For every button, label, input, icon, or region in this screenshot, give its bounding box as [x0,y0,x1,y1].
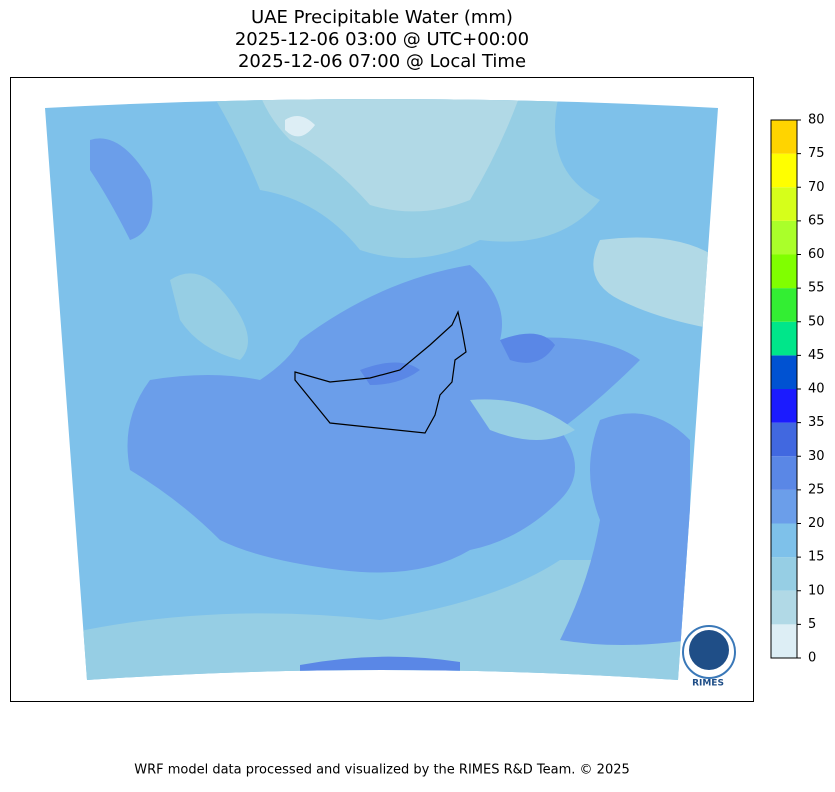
colorbar-band [771,557,797,591]
colorbar: 0 5 10 15 20 25 30 35 40 45 50 55 60 65 70 75 80 [770,113,825,666]
colorbar-tick-label: 65 [808,213,825,228]
colorbar-band [771,187,797,221]
field-region [90,138,153,240]
field-region [360,362,420,385]
colorbar-tick-label: 60 [808,247,825,262]
field-region [300,656,460,680]
title-line: 2025-12-06 07:00 @ Local Time [238,51,526,72]
colorbar-band [771,489,797,524]
colorbar-tick-label: 25 [808,482,825,497]
colorbar-band [771,624,797,658]
colorbar-tick-label: 80 [808,113,825,128]
colorbar-tick-label: 0 [808,651,816,666]
colorbar-band [771,321,797,356]
colorbar-tick-label: 15 [808,550,825,565]
colorbar-band [771,422,797,457]
colorbar-band [771,355,797,389]
uae-border [294,310,467,434]
field-region [560,413,690,645]
colorbar-band [771,456,797,490]
colorbar-tick-label: 30 [808,449,825,464]
field-region [285,116,315,137]
colorbar-tick-label: 35 [808,415,825,430]
field-region [260,99,520,212]
colorbar-tick-label: 50 [808,314,825,329]
colorbar-band [771,220,797,255]
colorbar-band [771,288,797,322]
field-region [593,237,718,330]
field-region [470,399,575,440]
colorbar-tick-label: 75 [808,146,825,161]
footer: WRF model data processed and visualized … [134,763,630,778]
field-region [45,560,690,680]
map-field [45,99,718,680]
logo: RIMES [682,625,736,689]
colorbar-tick-label: 45 [808,348,825,363]
colorbar-band [771,120,797,154]
logo-text: RIMES [692,679,724,689]
colorbar-band [771,254,797,289]
colorbar-tick-label: 10 [808,583,825,598]
colorbar-tick-label: 5 [808,617,816,632]
title-line: UAE Precipitable Water (mm) [251,7,513,28]
colorbar-tick-label: 70 [808,180,825,195]
colorbar-band [771,523,797,558]
colorbar-band [771,153,797,188]
colorbar-tick-label: 20 [808,516,825,531]
field-region [170,273,248,360]
logo-disc [689,630,729,670]
colorbar-band [771,389,797,423]
map-frame [10,77,754,702]
colorbar-band [771,590,797,625]
title-line: 2025-12-06 03:00 @ UTC+00:00 [235,29,529,50]
field-region [500,333,555,363]
colorbar-tick-label: 55 [808,281,825,296]
colorbar-tick-label: 40 [808,382,825,397]
